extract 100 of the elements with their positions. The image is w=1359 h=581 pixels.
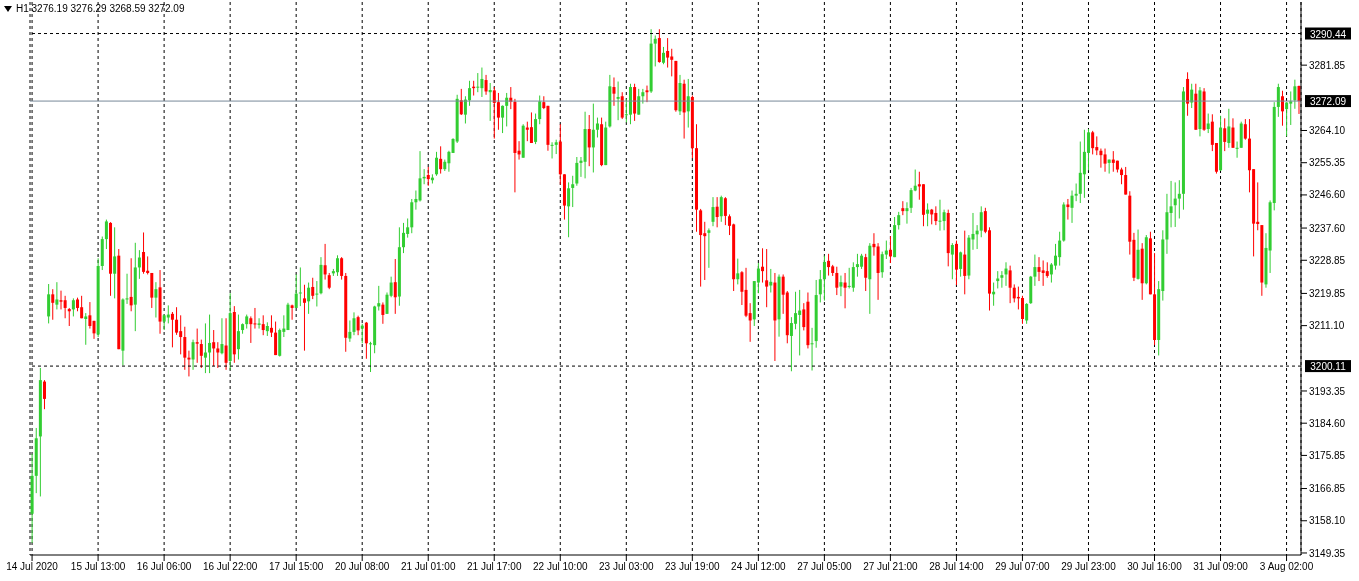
candlestick xyxy=(435,151,439,177)
candlestick xyxy=(129,257,133,312)
candlestick xyxy=(195,328,199,364)
candlestick xyxy=(909,187,913,214)
candlestick xyxy=(418,150,422,203)
candlestick xyxy=(926,202,930,227)
x-tick-label: 16 Jul 06:00 xyxy=(136,561,192,573)
candlestick xyxy=(719,195,723,223)
candlestick xyxy=(496,92,500,131)
y-tick-label: 3228.85 xyxy=(1309,254,1346,266)
candlestick xyxy=(843,272,847,309)
candlestick xyxy=(393,258,397,315)
chart-title: H1 3276.19 3276.29 3268.59 3272.09 xyxy=(16,3,185,14)
candlestick xyxy=(835,266,839,296)
candlestick xyxy=(575,156,579,187)
y-tick-label: 3255.35 xyxy=(1309,157,1346,169)
x-tick-label: 23 Jul 19:00 xyxy=(665,561,720,573)
candlestick xyxy=(480,67,484,98)
x-tick-label: 27 Jul 05:00 xyxy=(797,561,853,573)
candlestick xyxy=(142,231,146,275)
candlestick xyxy=(616,81,620,121)
candlestick xyxy=(1206,113,1210,134)
candlestick xyxy=(959,251,963,278)
candlestick xyxy=(199,339,203,369)
candlestick xyxy=(113,226,117,299)
x-tick-label: 28 Jul 14:00 xyxy=(929,561,985,573)
candlestick xyxy=(666,37,670,69)
candlestick xyxy=(402,222,406,254)
candlestick xyxy=(641,88,645,105)
candlestick xyxy=(963,230,967,295)
candlestick xyxy=(175,306,179,336)
candlestick xyxy=(1037,256,1041,282)
candlestick xyxy=(740,270,744,306)
candlestick xyxy=(364,321,368,360)
candlestick xyxy=(1297,85,1301,115)
candlestick xyxy=(1227,108,1231,149)
candlestick xyxy=(55,281,59,310)
candlestick xyxy=(587,114,591,167)
candlestick xyxy=(715,196,719,228)
candlestick xyxy=(905,201,909,225)
candlestick xyxy=(137,249,141,280)
candlestick xyxy=(484,74,488,96)
candlestick xyxy=(1000,270,1004,289)
candlestick xyxy=(476,72,480,93)
candlestick xyxy=(253,307,257,330)
candlestick xyxy=(335,254,339,277)
candlestick xyxy=(979,205,983,238)
candlestick xyxy=(1293,79,1297,110)
candlestick xyxy=(1082,129,1086,199)
candlestick xyxy=(381,301,385,325)
candlestick xyxy=(620,91,624,120)
candlestick xyxy=(290,304,294,321)
candlestick xyxy=(84,312,88,346)
candlestick xyxy=(789,316,793,372)
candlestick xyxy=(765,248,769,308)
x-tick-label: 21 Jul 01:00 xyxy=(400,561,456,573)
y-tick-label: 3264.10 xyxy=(1309,125,1346,137)
candlestick xyxy=(257,317,261,330)
candlestick xyxy=(567,181,571,238)
candlestick xyxy=(323,243,327,281)
candlestick xyxy=(711,196,715,227)
x-tick-label: 20 Jul 08:00 xyxy=(334,561,390,573)
candlestick xyxy=(51,288,55,321)
candlestick xyxy=(501,104,505,134)
x-tick-label: 31 Jul 09:00 xyxy=(1193,561,1249,573)
candlestick xyxy=(653,35,657,67)
y-tick-label: 3166.85 xyxy=(1309,483,1346,495)
y-tick-label: 3193.35 xyxy=(1309,385,1346,397)
ref-line-label: 3272.09 xyxy=(1309,96,1347,108)
candlestick xyxy=(414,190,418,211)
candlestick xyxy=(1041,259,1045,287)
candlestick xyxy=(269,314,273,338)
candlestick xyxy=(550,141,554,159)
candlestick xyxy=(670,48,674,77)
candlestick xyxy=(447,150,451,173)
x-tick-label: 17 Jul 15:00 xyxy=(268,561,324,573)
candlestick xyxy=(468,80,472,107)
candlestick xyxy=(43,379,46,410)
candlestick xyxy=(645,85,649,103)
x-tick-label: 21 Jul 17:00 xyxy=(467,561,522,573)
x-tick-label: 23 Jul 03:00 xyxy=(599,561,654,573)
candlestick xyxy=(1285,101,1289,137)
x-tick-label: 30 Jul 16:00 xyxy=(1127,561,1183,573)
candlestick xyxy=(1173,181,1177,228)
candlestick xyxy=(942,209,946,231)
x-tick-label: 24 Jul 12:00 xyxy=(731,561,787,573)
y-tick-label: 3211.10 xyxy=(1309,320,1345,332)
candlestick xyxy=(880,251,884,279)
y-tick-label: 3219.85 xyxy=(1309,287,1346,299)
candlestick xyxy=(1066,198,1070,221)
candlestick xyxy=(1033,254,1037,287)
candlestick xyxy=(761,247,765,284)
candlestick xyxy=(63,295,67,319)
candlestick xyxy=(302,284,306,352)
candlestick xyxy=(1169,180,1173,228)
candlestick xyxy=(736,258,740,285)
candlestick xyxy=(88,301,92,330)
candlestick xyxy=(1231,117,1235,149)
candlestick xyxy=(723,196,727,226)
x-tick-label: 15 Jul 13:00 xyxy=(70,561,126,573)
